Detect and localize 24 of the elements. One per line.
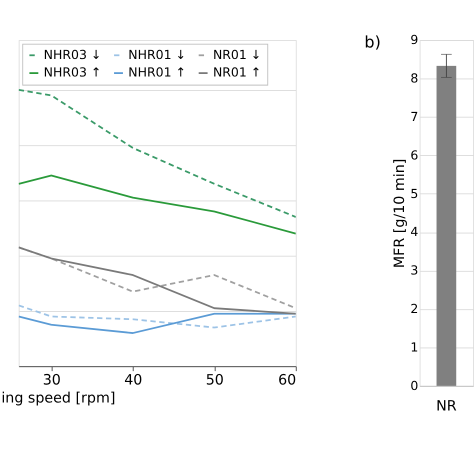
y-tick-label: 3	[410, 262, 418, 278]
x-tick-label: 60	[278, 372, 296, 388]
y-tick-label: 1	[410, 339, 418, 354]
legend-label: NHR03 ↑	[44, 64, 102, 80]
y-tick-label: 8	[410, 70, 418, 86]
legend-label: NHR03 ↓	[44, 46, 102, 62]
legend-label: NHR01 ↓	[128, 46, 186, 62]
x-axis-title: ing speed [rpm]	[1, 390, 116, 406]
y-tick-label: 5	[410, 186, 418, 201]
x-tick-label: 40	[124, 372, 142, 388]
y-tick-label: 6	[410, 147, 418, 162]
y-tick-label: 7	[410, 108, 418, 124]
legend-label: NR01 ↓	[212, 46, 262, 62]
x-tick-label: 50	[206, 372, 224, 388]
y-tick-label: 4	[410, 224, 418, 240]
x-tick-label: 30	[42, 372, 61, 388]
x-tick-label: NR	[436, 398, 457, 414]
text: b)	[364, 32, 381, 52]
legend-label: NHR01 ↑	[128, 64, 186, 80]
y-tick-label: 9	[410, 32, 418, 48]
y-tick-label: 2	[410, 301, 418, 316]
y-tick-label: 0	[410, 378, 418, 393]
y-axis-title: MFR [g/10 min]	[392, 158, 408, 268]
legend-label: NR01 ↑	[212, 64, 262, 80]
